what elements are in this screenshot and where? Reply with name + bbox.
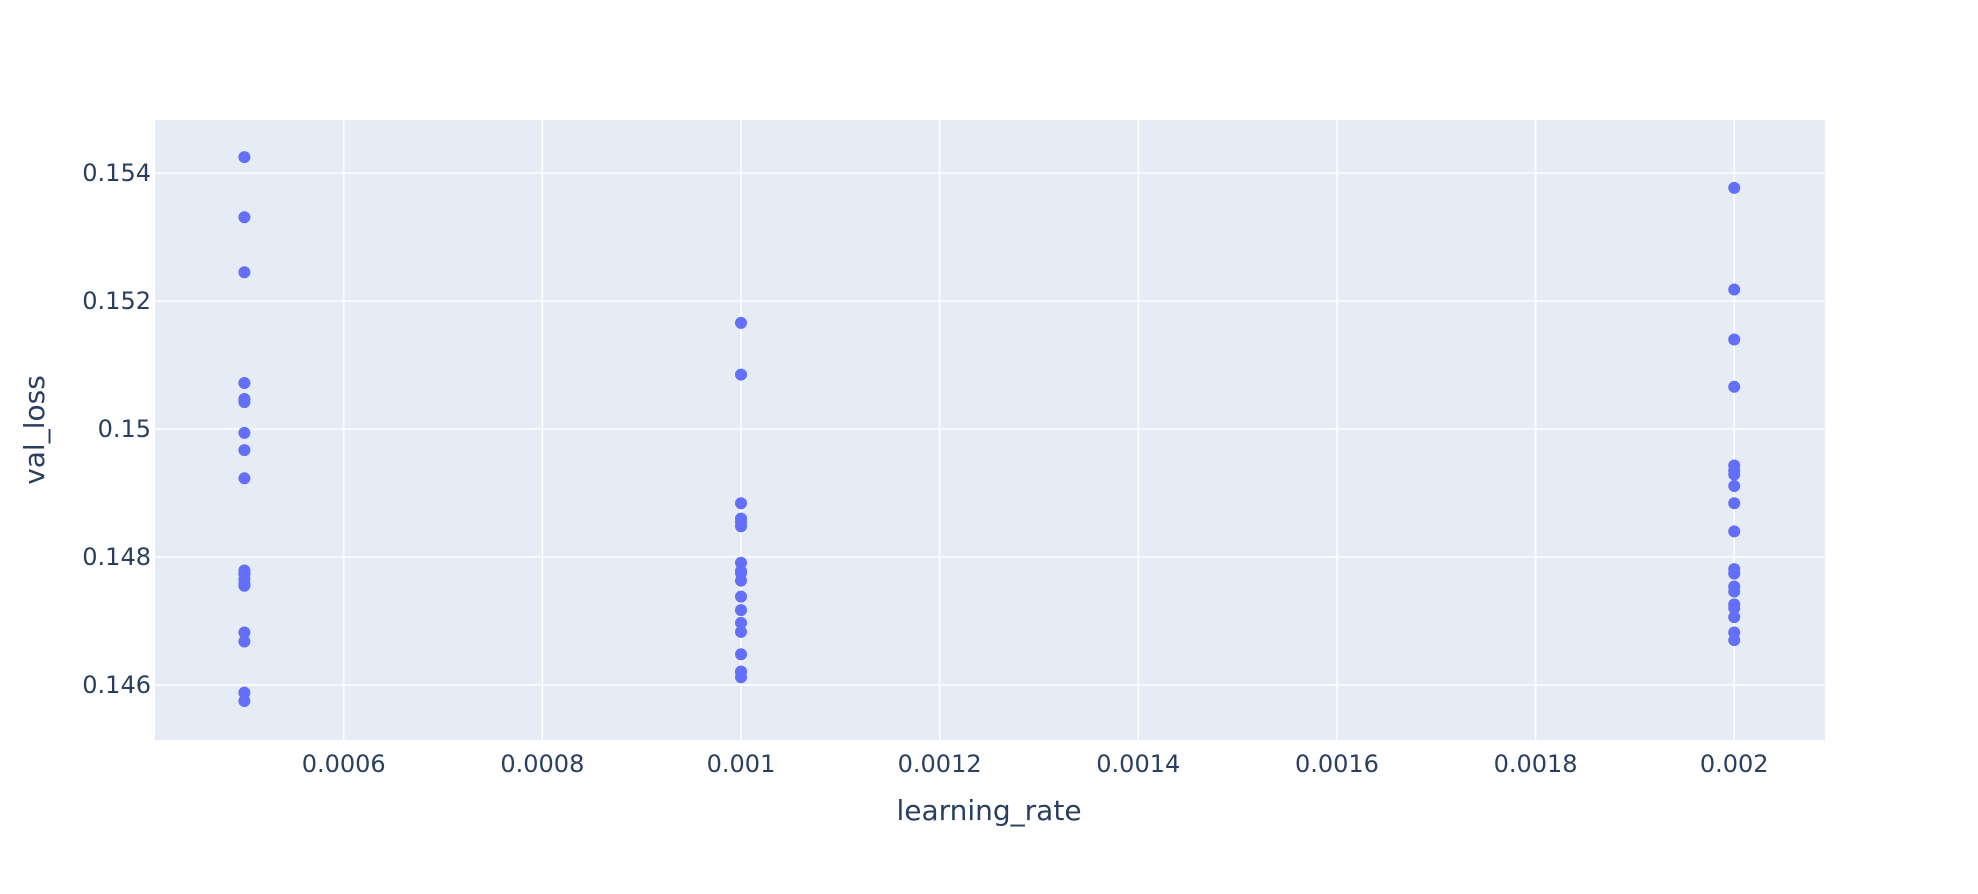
data-point[interactable] [238,211,251,224]
x-tick-labels: 0.0006 0.0008 0.001 0.0012 0.0014 0.0016 0.001… [302,750,1769,778]
x-tick-label: 0.0018 [1494,750,1578,778]
data-point[interactable] [1728,380,1741,393]
y-tick-label: 0.152 [82,287,151,315]
data-point[interactable] [734,625,747,638]
x-tick-label: 0.0012 [898,750,982,778]
x-tick-label: 0.0014 [1096,750,1180,778]
data-point[interactable] [1728,602,1741,615]
data-point[interactable] [1728,479,1741,492]
data-point[interactable] [238,626,251,639]
x-tick-label: 0.0008 [500,750,584,778]
y-tick-label: 0.148 [82,543,151,571]
data-point[interactable] [238,635,251,648]
y-tick-label: 0.15 [98,415,151,443]
data-point[interactable] [734,648,747,661]
data-point[interactable] [1728,580,1741,593]
y-tick-label: 0.146 [82,671,151,699]
y-axis-title: val_loss [18,375,51,485]
grid-lines [155,120,1825,740]
data-point[interactable] [238,151,251,164]
data-point[interactable] [238,567,251,580]
data-point[interactable] [1728,525,1741,538]
data-point[interactable] [734,616,747,629]
data-point[interactable] [1728,634,1741,647]
data-point[interactable] [734,567,747,580]
data-point[interactable] [1728,181,1741,194]
x-tick-label: 0.002 [1700,750,1769,778]
x-tick-label: 0.0016 [1295,750,1379,778]
x-tick-label: 0.001 [707,750,776,778]
data-point[interactable] [734,520,747,533]
data-point[interactable] [1728,333,1741,346]
data-point[interactable] [238,376,251,389]
data-point[interactable] [238,577,251,590]
data-point[interactable] [238,694,251,707]
data-point[interactable] [238,472,251,485]
data-point[interactable] [734,666,747,679]
data-point[interactable] [238,266,251,279]
data-point[interactable] [734,604,747,617]
data-point[interactable] [238,426,251,439]
data-point[interactable] [1728,468,1741,481]
data-point[interactable] [734,368,747,381]
x-axis-title: learning_rate [896,794,1081,827]
data-point[interactable] [1728,283,1741,296]
data-point[interactable] [238,396,251,409]
y-tick-label: 0.154 [82,159,151,187]
data-point[interactable] [734,316,747,329]
y-tick-labels: 0.146 0.148 0.15 0.152 0.154 [82,159,151,699]
data-point[interactable] [1728,567,1741,580]
data-point[interactable] [734,497,747,510]
data-point[interactable] [238,686,251,699]
data-point[interactable] [238,444,251,457]
data-points [238,151,1741,707]
data-point[interactable] [734,556,747,569]
x-tick-label: 0.0006 [302,750,386,778]
data-point[interactable] [734,590,747,603]
data-point[interactable] [1728,611,1741,624]
data-point[interactable] [1728,497,1741,510]
plot-background [155,120,1825,740]
